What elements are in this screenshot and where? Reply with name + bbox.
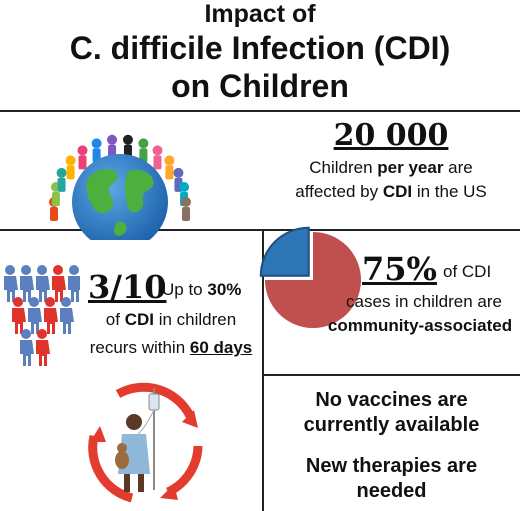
title-line-1: Impact of	[204, 0, 316, 28]
person-icon	[52, 265, 66, 302]
person-icon	[28, 297, 42, 334]
children-ring	[49, 134, 191, 221]
person-icon	[12, 297, 26, 334]
pie-slice-highlight	[259, 226, 310, 277]
title-line-3: on Children	[171, 68, 349, 104]
child-figure-icon	[164, 155, 175, 180]
title-line-2: C. difficile Infection (CDI)	[69, 30, 451, 66]
stat2-text-line1: Up to 30%	[162, 278, 241, 301]
stat4-line2: currently available	[303, 414, 480, 436]
child-figure-icon	[91, 138, 102, 163]
pie-chart	[259, 226, 361, 328]
stat2-text-2c: in children	[153, 310, 237, 329]
stat3-text-line2: cases in children are	[346, 292, 502, 311]
stat1-text-1c: are	[443, 158, 473, 177]
patient-recurrence-illustration	[88, 382, 203, 503]
person-icon	[44, 297, 58, 334]
stat2-text-line2: of CDI in children	[80, 308, 262, 331]
stat4-line4: needed	[356, 480, 427, 502]
stat3-text-line1: of CDI	[443, 262, 492, 281]
stat2-text-2b: CDI	[124, 310, 154, 329]
stat2-text-3a: recurs within	[89, 338, 190, 357]
stat4-line3: New therapies are	[305, 455, 478, 477]
divider-top	[0, 110, 520, 112]
stat1-text-line2: affected by CDI in the US	[262, 180, 520, 203]
stat3-number: 75%	[362, 250, 437, 288]
child-figure-icon	[65, 155, 76, 180]
person-icon	[4, 265, 18, 302]
person-icon	[68, 265, 80, 302]
stat1-number: 20 000	[333, 118, 449, 153]
child-figure-icon	[181, 197, 191, 221]
child-figure-icon	[152, 145, 163, 170]
iv-pole-icon	[135, 388, 160, 490]
stat2-text-1b: 30%	[207, 280, 242, 299]
stat1-text-2b: CDI	[382, 182, 413, 201]
stat2-text-3b: 60 days	[189, 338, 253, 357]
divider-right	[263, 374, 520, 376]
pie-slice-rest	[265, 232, 361, 328]
person-icon	[20, 265, 34, 302]
stat1-text-line1: Children per year are	[262, 156, 520, 179]
stat2-text-2a: of	[105, 310, 125, 329]
child-figure-icon	[138, 138, 149, 163]
divider-middle	[0, 229, 520, 231]
stat2-number: 3/10	[88, 268, 167, 306]
stat2-text-1a: Up to	[162, 280, 208, 299]
person-icon	[36, 329, 50, 366]
stat1-text-1b: per year	[377, 158, 444, 177]
globe-children-illustration	[49, 134, 191, 240]
divider-vertical	[262, 230, 264, 511]
stat4-block: No vaccines are currently available New …	[263, 388, 520, 504]
stat3-text-line3: community-associated	[327, 316, 513, 335]
stat1-text-2c: in the US	[412, 182, 487, 201]
child-figure-icon	[56, 167, 67, 192]
child-figure-icon	[77, 145, 88, 170]
people-grid-icon	[4, 265, 80, 366]
person-icon	[36, 265, 50, 302]
stat1-text-1a: Children	[309, 158, 378, 177]
stat4-line1: No vaccines are	[315, 389, 468, 411]
teddy-bear-icon	[115, 451, 129, 469]
person-icon	[20, 329, 34, 366]
person-icon	[60, 297, 74, 334]
stat2-text-line3: recurs within 60 days	[80, 336, 262, 359]
child-patient-icon	[115, 414, 150, 492]
stat1-text-2a: affected by	[295, 182, 383, 201]
